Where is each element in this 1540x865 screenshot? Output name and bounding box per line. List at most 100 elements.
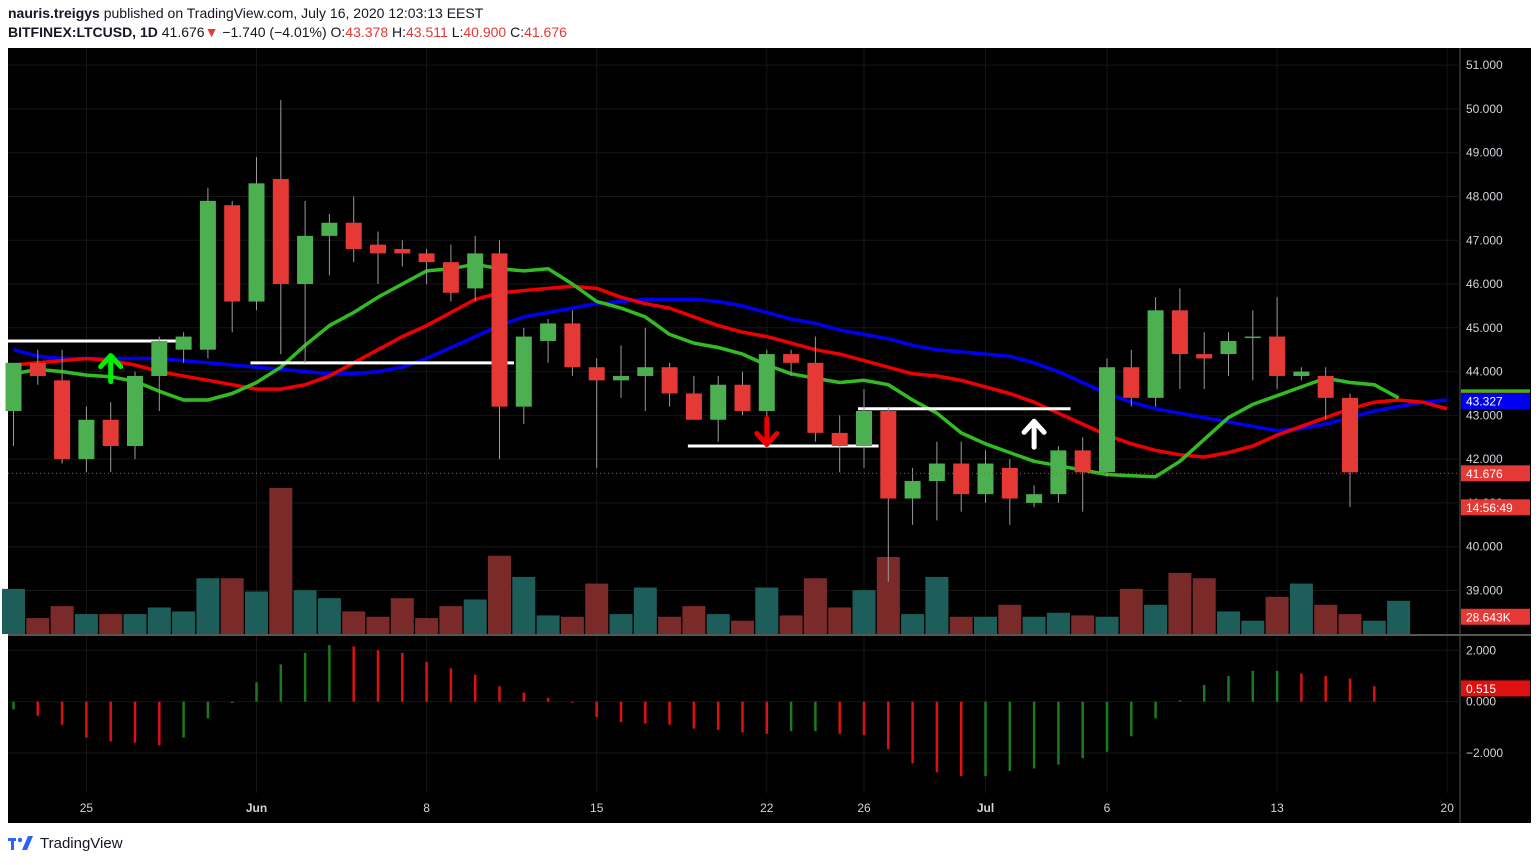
candle-body — [321, 222, 338, 236]
symbol-line: BITFINEX:LTCUSD, 1D 41.676 ▼ −1.740 (−4.0… — [8, 24, 567, 40]
close-label: C: — [510, 24, 525, 40]
volume-bar — [1144, 604, 1168, 634]
down-arrow-icon — [754, 416, 780, 448]
histogram-bar — [692, 701, 696, 729]
candle-body — [345, 222, 362, 250]
candle-body — [370, 244, 386, 254]
histogram-bar — [935, 701, 939, 773]
histogram-bar — [838, 701, 841, 734]
volume-bar — [1071, 615, 1095, 634]
volume-bar — [342, 611, 366, 634]
price-change: −1.740 (−4.01%) — [222, 24, 327, 40]
histogram-bar — [814, 701, 817, 732]
histogram-bar — [133, 701, 137, 743]
histogram-bar — [60, 701, 64, 725]
volume-bar — [1192, 578, 1216, 634]
volume-bar — [26, 618, 50, 634]
candle-body — [29, 362, 46, 376]
candle-body — [1269, 336, 1286, 376]
candle-body — [1171, 310, 1188, 355]
time-tick-label: 13 — [1270, 801, 1284, 815]
volume-bar — [123, 614, 147, 634]
histogram-bar — [279, 664, 283, 702]
axis-value-label: 0.515 — [1461, 680, 1530, 697]
arrow-stroke — [98, 353, 124, 385]
volume-bar — [293, 590, 317, 634]
close-value: 41.676 — [524, 24, 567, 40]
histogram-bar — [498, 686, 501, 702]
histogram-bar — [887, 701, 890, 750]
candle-body — [224, 205, 241, 302]
volume-bar — [706, 614, 730, 634]
volume-bar — [536, 615, 560, 634]
candle-body — [1342, 397, 1358, 473]
time-tick-label: 25 — [80, 801, 94, 815]
volume-bar — [901, 614, 925, 634]
candle-body — [297, 235, 314, 285]
volume-bar — [585, 583, 609, 634]
histogram-axis — [1460, 636, 1531, 793]
time-tick-label: Jun — [246, 801, 267, 815]
volume-bar — [925, 576, 949, 634]
candle-body — [1050, 450, 1067, 495]
volume-bar — [755, 587, 779, 634]
symbol-name[interactable]: BITFINEX:LTCUSD, 1D — [8, 24, 158, 40]
candle-body — [758, 354, 775, 411]
candle-body — [588, 367, 605, 381]
histogram-bar — [959, 701, 963, 777]
histogram-bar — [911, 701, 914, 764]
volume-bar — [779, 615, 803, 634]
volume-bar — [172, 611, 196, 634]
volume-bar — [876, 557, 900, 634]
up-arrow-icon — [98, 353, 124, 385]
candle-body — [248, 183, 265, 302]
histogram-bar — [522, 692, 526, 702]
time-tick-label: 20 — [1441, 801, 1455, 815]
author-name[interactable]: nauris.treigys — [8, 5, 100, 21]
histogram-bar — [741, 701, 744, 733]
histogram-bar — [12, 701, 15, 710]
histogram-bar — [1081, 701, 1084, 759]
axis-value-badge — [1461, 393, 1530, 410]
down-triangle-icon: ▼ — [204, 24, 219, 40]
candle-body — [127, 375, 143, 447]
candle-body — [1123, 367, 1140, 398]
histogram-bar — [36, 701, 40, 716]
price-tick-label: 46.000 — [1466, 277, 1503, 291]
high-value: 43.511 — [406, 24, 448, 40]
volume-bar — [852, 590, 876, 634]
price-tick-label: 44.000 — [1466, 365, 1503, 379]
candle-body — [54, 380, 71, 460]
low-value: 40.900 — [463, 24, 507, 40]
histogram-bar — [1105, 701, 1109, 752]
axis-value-label: 14:56:49 — [1461, 499, 1530, 516]
histogram-bar — [1154, 701, 1157, 719]
candle-body — [880, 410, 897, 499]
histogram-pane — [8, 636, 1460, 793]
time-axis — [8, 793, 1531, 823]
histogram-bar — [1032, 701, 1036, 769]
candle-body — [564, 323, 581, 368]
histogram-bar — [376, 650, 380, 702]
chart-canvas[interactable]: 51.000 50.000 49.000 48.000 47.000 46.000 45.0… — [0, 48, 1540, 823]
volume-bar — [658, 616, 682, 634]
volume-bar — [245, 591, 268, 634]
volume-bar — [439, 606, 463, 634]
axis-value-badge — [1461, 680, 1530, 697]
volume-bar — [609, 614, 633, 634]
price-tick-label: 51.000 — [1466, 58, 1503, 72]
axis-value-badge — [1461, 465, 1530, 482]
volume-bar — [949, 616, 973, 634]
footer-brand[interactable]: TradingView — [40, 834, 123, 852]
histogram-bar — [158, 701, 161, 746]
volume-bar — [682, 606, 706, 634]
histogram-bar — [1057, 701, 1060, 765]
histogram-bar — [571, 701, 574, 703]
price-tick-label: 42.000 — [1466, 452, 1503, 466]
candle-body — [856, 410, 872, 447]
volume-bar — [974, 616, 997, 634]
histogram-bar — [1300, 673, 1303, 702]
candle-body — [710, 384, 727, 420]
volume-bar — [463, 599, 487, 634]
candle-body — [1244, 336, 1261, 339]
